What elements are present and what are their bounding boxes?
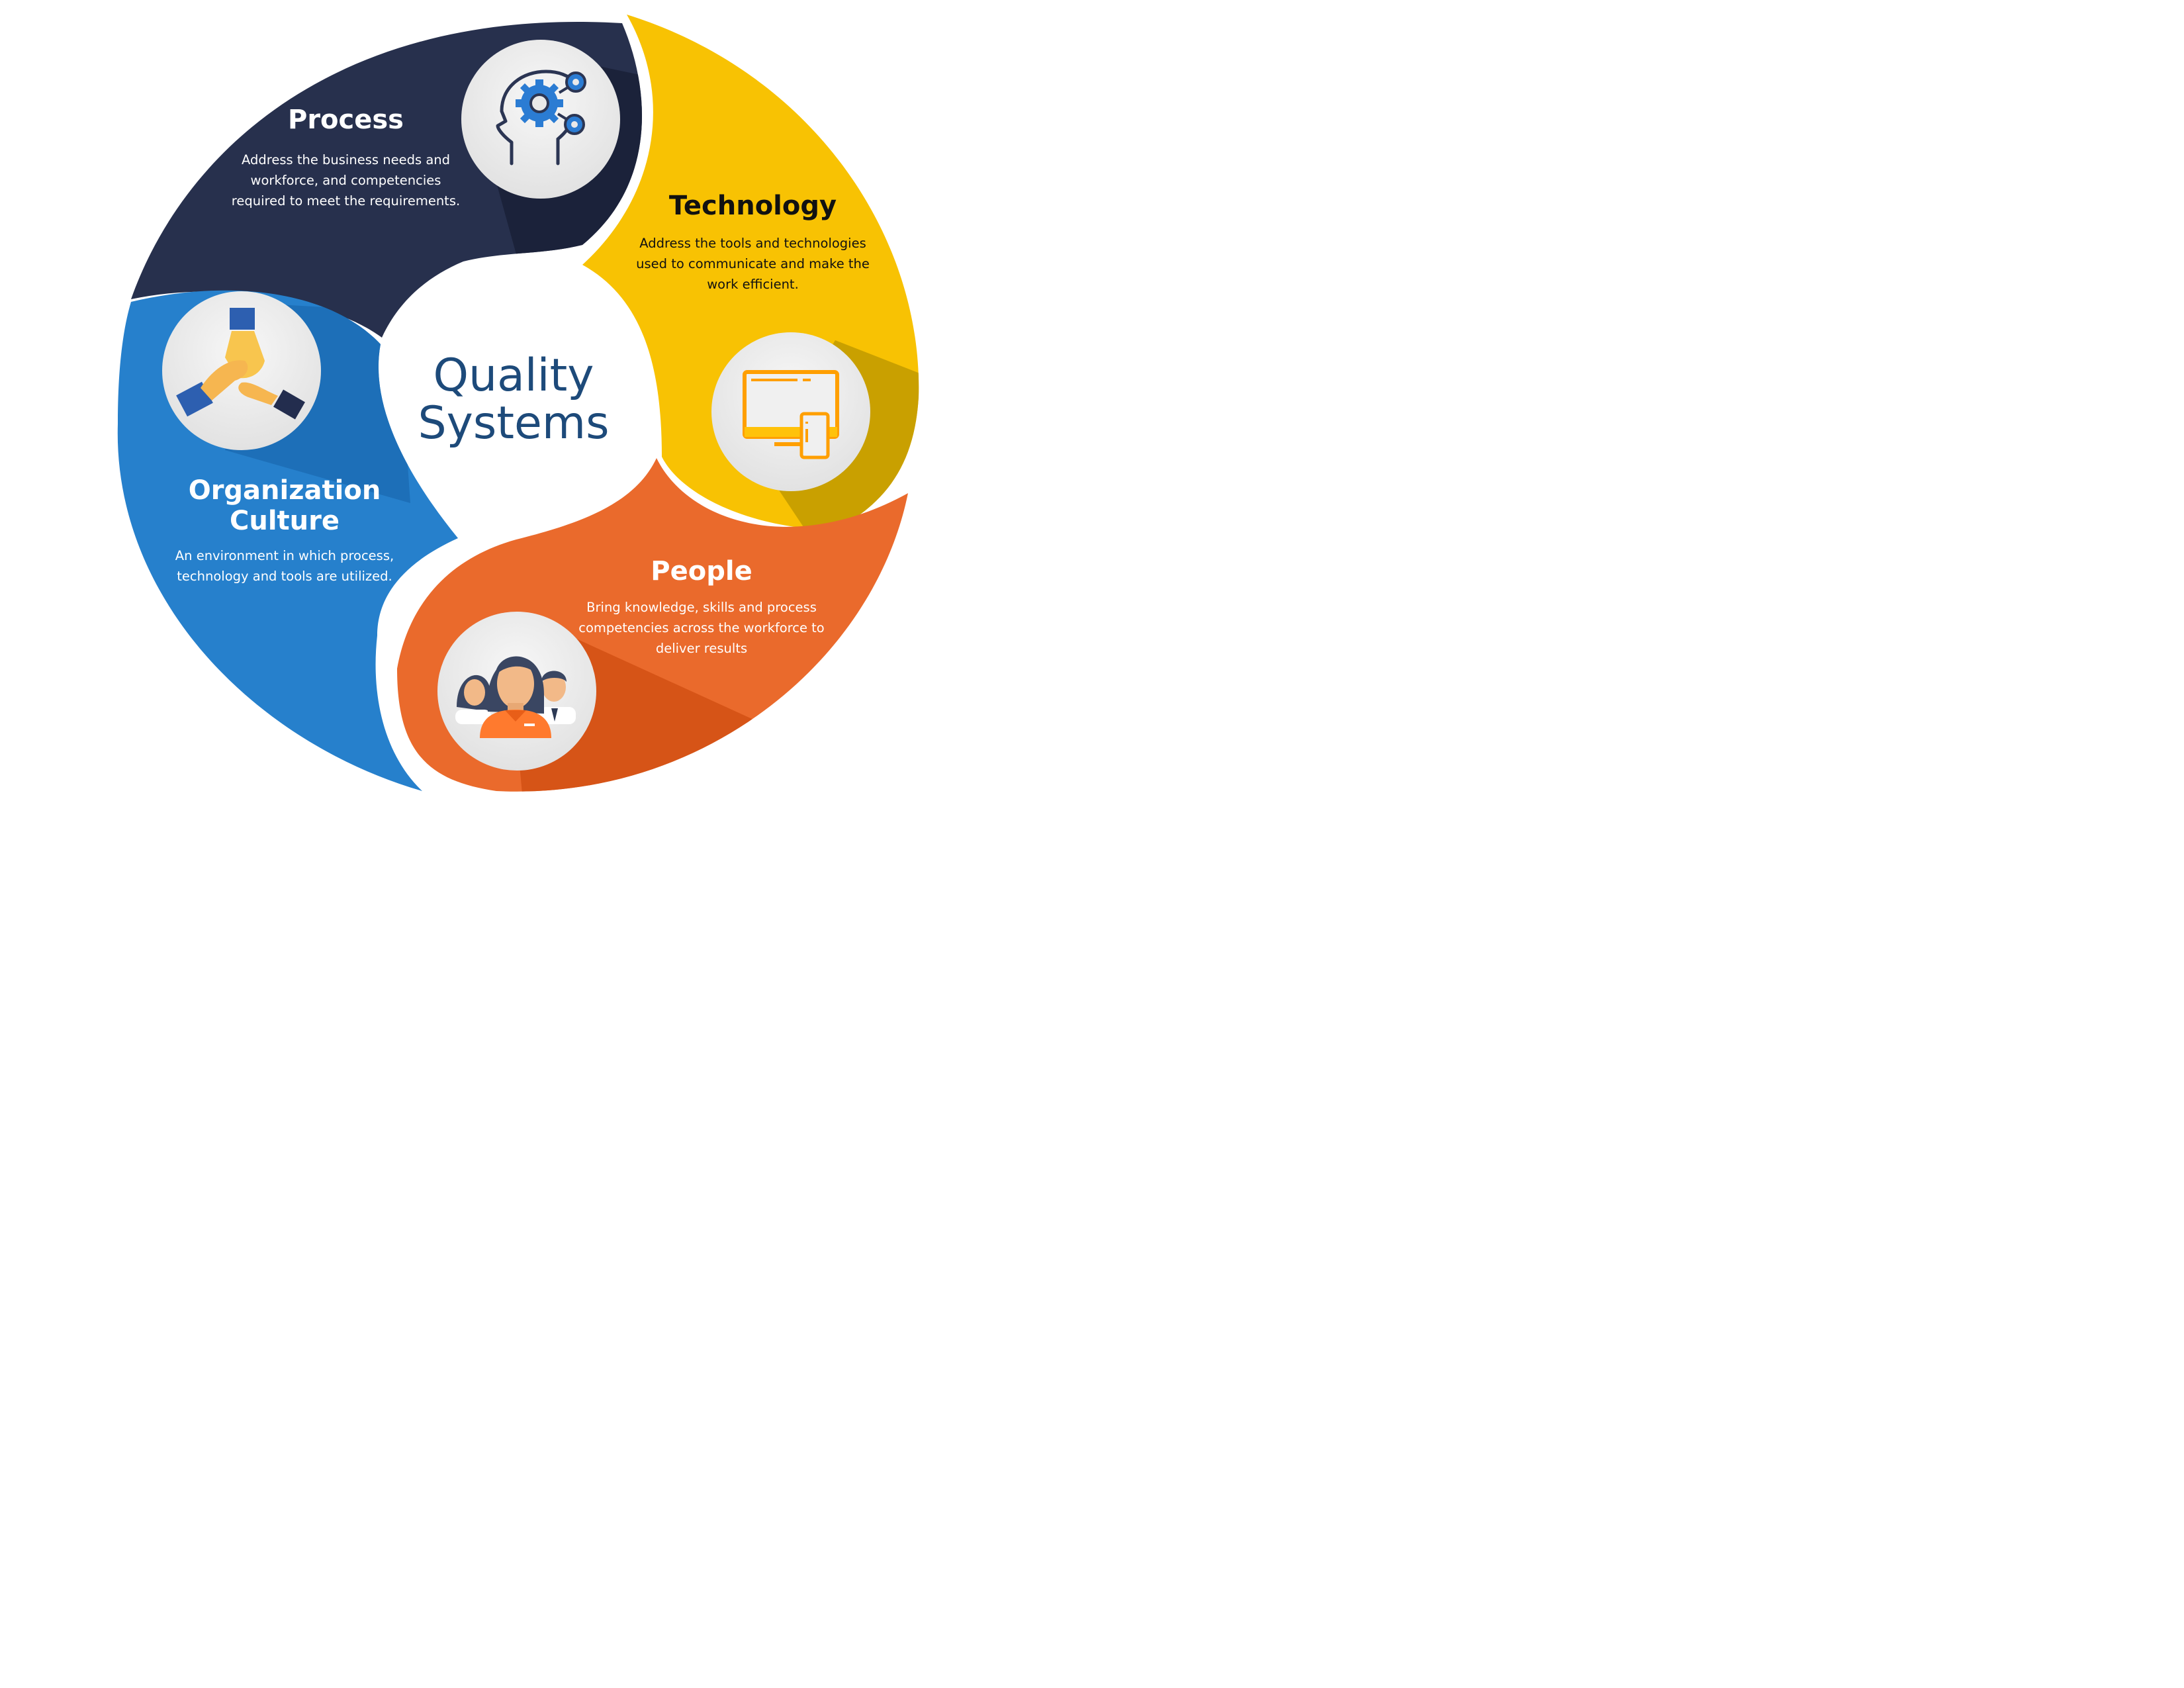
people-title: People — [651, 556, 752, 586]
icon-circle-process — [461, 40, 620, 199]
culture-description: An environment in which process, technol… — [175, 548, 394, 584]
culture-title-line1: Organization — [188, 475, 381, 506]
culture-title-line2: Culture — [230, 506, 340, 536]
culture-text-block: Organization Culture An environment in w… — [159, 475, 410, 586]
quality-systems-diagram — [117, 15, 919, 792]
icon-circle-technology — [711, 332, 870, 491]
center-title: Quality Systems — [397, 352, 630, 447]
joined-hands-icon — [176, 308, 305, 420]
technology-text-block: Technology Address the tools and technol… — [622, 191, 884, 295]
technology-title: Technology — [668, 191, 837, 221]
process-title: Process — [288, 105, 404, 135]
process-description: Address the business needs and workforce… — [231, 152, 461, 209]
center-title-line1: Quality — [433, 350, 594, 402]
team-people-icon — [455, 656, 576, 738]
head-gears-icon — [496, 70, 586, 165]
monitor-phone-icon — [743, 370, 839, 459]
icon-circle-people — [437, 612, 596, 771]
process-text-block: Process Address the business needs and w… — [218, 105, 473, 211]
technology-description: Address the tools and technologies used … — [636, 236, 870, 292]
icon-circle-culture — [162, 291, 321, 450]
people-text-block: People Bring knowledge, skills and proce… — [570, 556, 833, 659]
people-description: Bring knowledge, skills and process comp… — [578, 600, 825, 656]
center-title-line2: Systems — [418, 397, 610, 449]
